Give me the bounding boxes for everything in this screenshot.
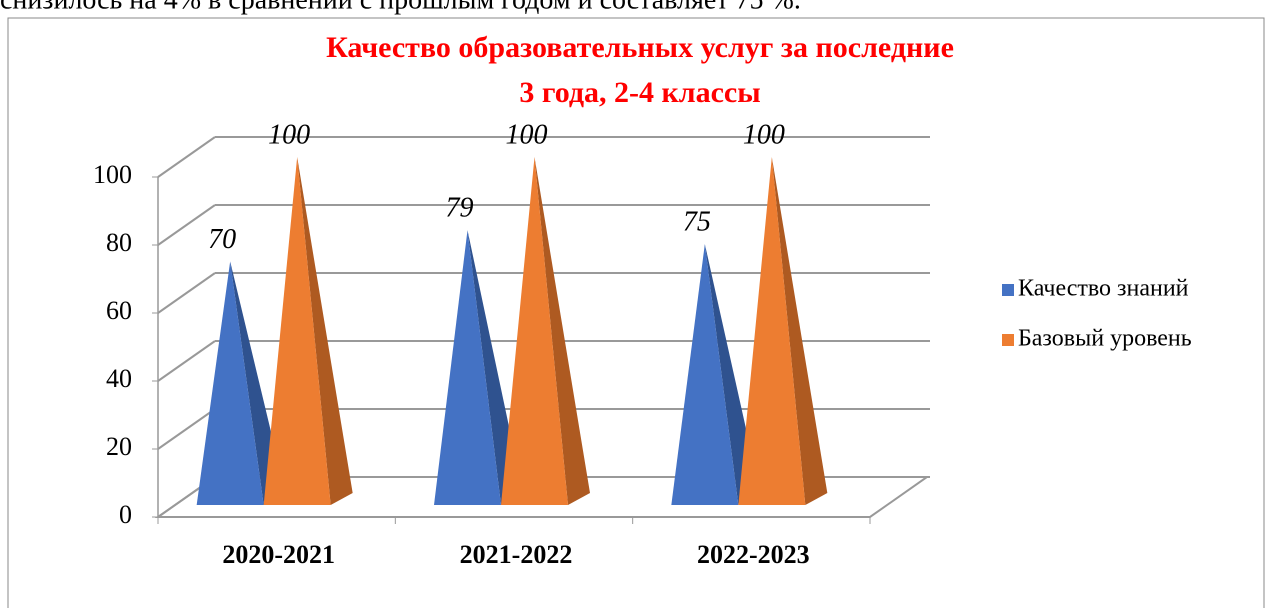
legend-label: Качество знаний [1018, 276, 1189, 302]
pyramid [738, 157, 806, 505]
value-label: 100 [268, 119, 310, 150]
pyramid-side [771, 157, 828, 505]
x-tick-label: 2021-2022 [460, 540, 573, 569]
y-tick-label: 100 [93, 160, 132, 189]
chart-title: 3 года, 2-4 классы [519, 76, 760, 109]
grid-line [157, 272, 216, 314]
y-tick-label: 40 [106, 364, 132, 393]
intro-text: снизилось на 4% в сравнении с прошлым го… [0, 0, 801, 15]
x-tick-label: 2020-2021 [222, 540, 335, 569]
x-tick-label: 2022-2023 [697, 540, 810, 569]
pyramid-side [534, 157, 590, 505]
pyramid [501, 157, 568, 505]
pyramid [434, 230, 501, 505]
legend-swatch [1002, 334, 1014, 346]
chart-title: Качество образовательных услуг за послед… [326, 31, 954, 64]
pyramid [671, 244, 739, 505]
chart-frame [7, 17, 1265, 608]
legend-label: Базовый уровень [1018, 326, 1192, 352]
legend-swatch [1002, 284, 1014, 296]
grid-line [157, 204, 216, 246]
pyramid [196, 261, 264, 505]
value-label: 70 [208, 224, 236, 255]
pyramid [263, 157, 331, 505]
y-tick-label: 0 [119, 500, 132, 529]
value-label: 75 [683, 206, 711, 237]
grid-line [157, 136, 216, 178]
grid-line [157, 408, 216, 450]
y-tick-label: 20 [106, 432, 132, 461]
value-label: 100 [743, 119, 785, 150]
value-label: 79 [446, 193, 474, 224]
value-label: 100 [506, 119, 548, 150]
pyramid-side [297, 157, 353, 505]
y-tick-label: 80 [106, 228, 132, 257]
y-tick-label: 60 [106, 296, 132, 325]
grid-line [157, 340, 216, 382]
